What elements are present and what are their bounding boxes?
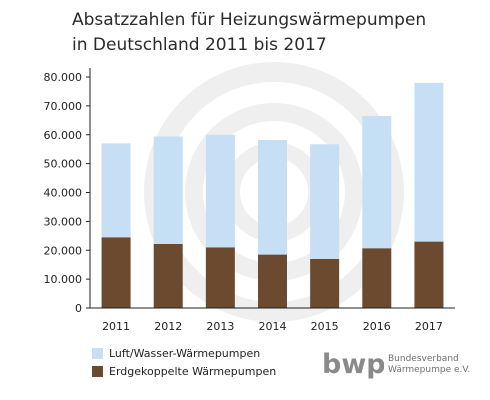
bar-air-water-2017 bbox=[414, 82, 444, 242]
svg-text:bwp: bwp bbox=[322, 350, 384, 380]
y-tick-label: 10.000 bbox=[44, 273, 83, 286]
legend-item-air-water: Luft/Wasser-Wärmepumpen bbox=[92, 344, 276, 362]
legend-label-air-water: Luft/Wasser-Wärmepumpen bbox=[109, 346, 261, 360]
bar-ground-2014 bbox=[258, 254, 287, 308]
y-tick-label: 40.000 bbox=[44, 187, 83, 200]
y-tick-label: 20.000 bbox=[44, 244, 83, 257]
y-axis-ticks: 0 10.000 20.000 30.000 40.000 50.000 60.000 70.… bbox=[44, 71, 90, 315]
bar-air-water-2013 bbox=[205, 134, 235, 248]
bwp-logo-line-1: Bundesverband bbox=[388, 354, 459, 364]
y-tick-label: 70.000 bbox=[44, 100, 83, 113]
x-tick-label: 2013 bbox=[206, 320, 234, 333]
legend-swatch-air-water bbox=[92, 347, 103, 359]
bar-air-water-2014 bbox=[258, 139, 287, 255]
y-tick-label: 80.000 bbox=[44, 71, 83, 84]
bar-ground-2016 bbox=[362, 248, 392, 308]
bar-air-water-2016 bbox=[362, 115, 392, 249]
legend-item-ground: Erdgekoppelte Wärmepumpen bbox=[92, 362, 276, 380]
legend-swatch-ground bbox=[92, 365, 103, 377]
legend: Luft/Wasser-Wärmepumpen Erdgekoppelte Wä… bbox=[92, 344, 276, 380]
x-tick-label: 2015 bbox=[311, 320, 339, 333]
bwp-logo-line-2: Wärmepumpe e.V. bbox=[388, 365, 471, 375]
x-tick-label: 2012 bbox=[154, 320, 182, 333]
x-tick-label: 2014 bbox=[259, 320, 287, 333]
bar-air-water-2012 bbox=[153, 136, 183, 244]
bar-air-water-2011 bbox=[101, 143, 131, 238]
bar-ground-2012 bbox=[153, 243, 183, 308]
y-tick-label: 0 bbox=[75, 302, 82, 315]
x-axis-ticks: 2011 2012 2013 2014 2015 2016 2017 bbox=[102, 320, 443, 333]
bar-ground-2017 bbox=[414, 241, 444, 308]
y-tick-label: 50.000 bbox=[44, 158, 83, 171]
bar-ground-2013 bbox=[205, 247, 235, 308]
bar-ground-2011 bbox=[101, 237, 131, 308]
bar-air-water-2015 bbox=[310, 144, 340, 259]
chart-title: Absatzzahlen für Heizungswärmepumpen in … bbox=[72, 8, 426, 58]
bwp-logo-mark: bwp bbox=[322, 350, 384, 380]
bars bbox=[101, 82, 444, 308]
x-tick-label: 2016 bbox=[363, 320, 391, 333]
legend-label-ground: Erdgekoppelte Wärmepumpen bbox=[109, 364, 277, 378]
y-tick-label: 60.000 bbox=[44, 129, 83, 142]
bwp-logo: bwp Bundesverband Wärmepumpe e.V. bbox=[322, 350, 470, 380]
chart-title-line-1: Absatzzahlen für Heizungswärmepumpen bbox=[72, 10, 427, 30]
x-tick-label: 2017 bbox=[415, 320, 443, 333]
chart-title-line-2: in Deutschland 2011 bis 2017 bbox=[72, 35, 327, 55]
bar-ground-2015 bbox=[310, 258, 340, 308]
x-tick-label: 2011 bbox=[102, 320, 130, 333]
y-tick-label: 30.000 bbox=[44, 215, 83, 228]
bwp-logo-text: Bundesverband Wärmepumpe e.V. bbox=[388, 354, 470, 376]
